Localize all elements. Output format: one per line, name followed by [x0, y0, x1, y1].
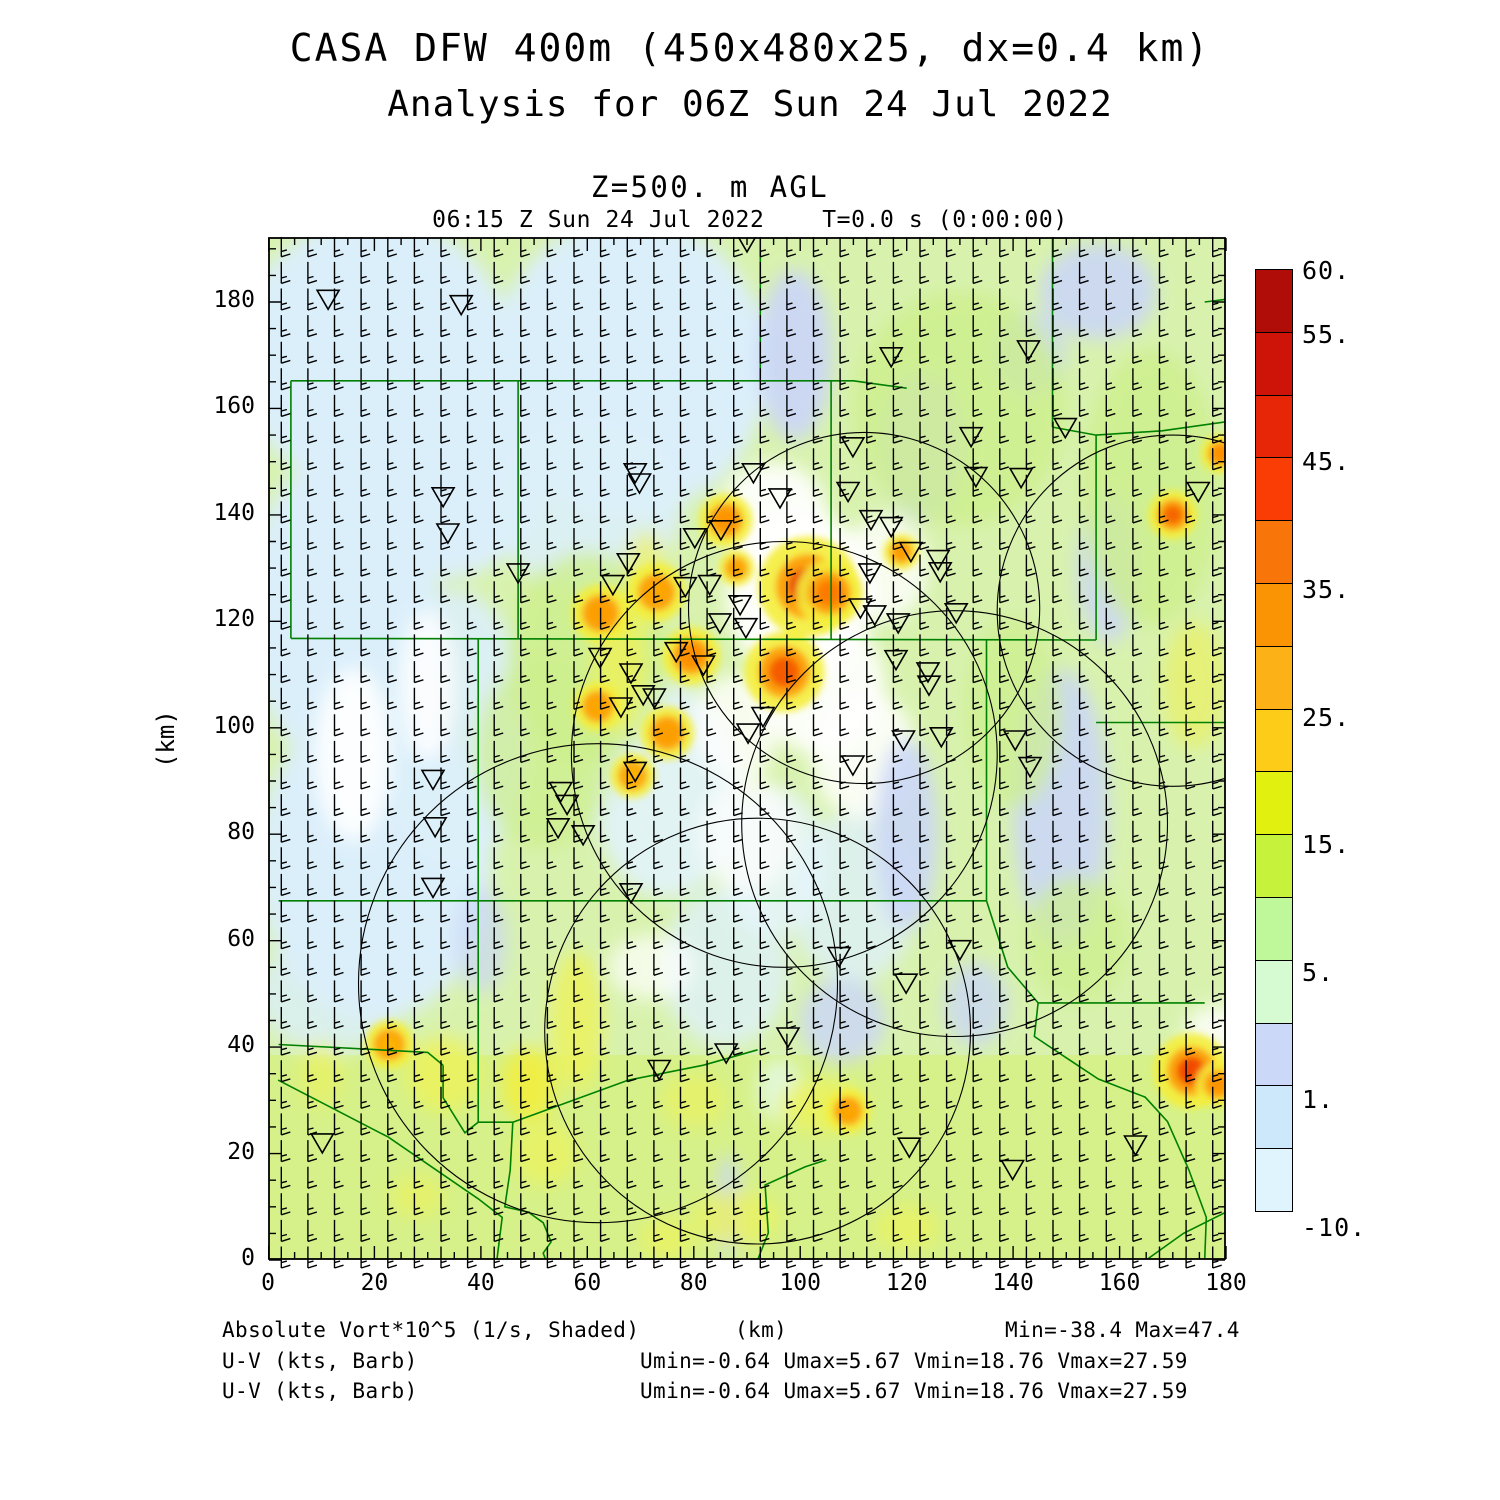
x-tick-label: 160 — [1098, 1270, 1141, 1296]
legend-barb-stats-2: Umin=-0.64 Umax=5.67 Vmin=18.76 Vmax=27.… — [640, 1379, 1188, 1403]
colorbar-tick-label: 15. — [1302, 830, 1351, 860]
colorbar-tick-label: -10. — [1302, 1213, 1367, 1242]
legend-barb-stats: Umin=-0.64 Umax=5.67 Vmin=18.76 Vmax=27.… — [640, 1349, 1188, 1373]
legend-barb-variable: U-V (kts, Barb) — [222, 1349, 418, 1373]
colorbar-tick-label: 25. — [1302, 702, 1351, 732]
y-tick-label: 100 — [213, 712, 255, 739]
colorbar-cell — [1255, 269, 1293, 333]
x-tick-label: 0 — [261, 1270, 275, 1296]
analysis-map-svg — [267, 232, 1227, 1269]
colorbar-cell — [1255, 896, 1293, 961]
y-tick-label: 0 — [241, 1245, 255, 1271]
x-tick-label: 140 — [992, 1270, 1034, 1296]
x-axis-title: (km) — [735, 1318, 788, 1342]
y-tick-label: 80 — [227, 819, 255, 846]
y-tick-label: 40 — [227, 1032, 255, 1059]
colorbar-cell — [1255, 1085, 1293, 1150]
colorbar-cell — [1255, 834, 1293, 898]
colorbar — [1255, 269, 1293, 1212]
y-tick-label: 120 — [213, 606, 255, 633]
x-tick-label: 120 — [885, 1270, 928, 1296]
colorbar-cell — [1255, 645, 1293, 710]
colorbar-cell — [1255, 457, 1293, 522]
x-tick-label: 20 — [360, 1270, 389, 1296]
x-tick-label: 180 — [1205, 1270, 1247, 1296]
axis-ticks — [267, 238, 1227, 1261]
y-tick-label: 160 — [213, 393, 255, 420]
colorbar-cell — [1255, 771, 1293, 836]
colorbar-tick-label: 55. — [1302, 319, 1351, 349]
colorbar-cell — [1255, 582, 1293, 647]
colorbar-cell — [1255, 1022, 1293, 1087]
colorbar-cell — [1255, 708, 1293, 773]
y-tick-label: 60 — [227, 925, 255, 952]
legend-shaded-variable: Absolute Vort*10^5 (1/s, Shaded) — [222, 1318, 640, 1342]
legend-field-minmax: Min=-38.4 Max=47.4 — [1005, 1318, 1240, 1342]
colorbar-cell — [1255, 959, 1293, 1024]
x-tick-label: 80 — [679, 1270, 708, 1296]
y-tick-label: 180 — [213, 287, 255, 313]
map-plot — [267, 232, 1228, 1277]
vorticity-shaded-field — [269, 238, 1225, 1259]
figure-subtitle: Analysis for 06Z Sun 24 Jul 2022 — [387, 84, 1113, 125]
time-label: 06:15 Z Sun 24 Jul 2022 T=0.0 s (0:00:00… — [432, 207, 1068, 233]
station-markers — [309, 232, 1211, 1182]
y-tick-label: 140 — [213, 499, 255, 526]
x-tick-label: 100 — [779, 1270, 821, 1296]
colorbar-tick-label: 35. — [1302, 574, 1351, 604]
figure-title: CASA DFW 400m (450x480x25, dx=0.4 km) — [289, 26, 1211, 70]
colorbar-tick-label: 1. — [1302, 1085, 1335, 1115]
radar-range-circles — [357, 431, 1225, 1245]
plot-frame — [268, 237, 1226, 1260]
colorbar-tick-label: 45. — [1302, 447, 1351, 477]
x-tick-label: 40 — [467, 1270, 495, 1296]
colorbar-tick-label: 60. — [1302, 256, 1351, 285]
colorbar-tick-label: 5. — [1302, 957, 1335, 987]
colorbar-cell — [1255, 1148, 1293, 1212]
colorbar-cell — [1255, 520, 1293, 584]
y-tick-label: 20 — [227, 1138, 255, 1165]
x-tick-label: 60 — [573, 1270, 602, 1296]
legend-barb-variable-2: U-V (kts, Barb) — [222, 1379, 418, 1403]
colorbar-cell — [1255, 394, 1293, 459]
colorbar-cell — [1255, 331, 1293, 396]
level-label: Z=500. m AGL — [590, 170, 830, 204]
